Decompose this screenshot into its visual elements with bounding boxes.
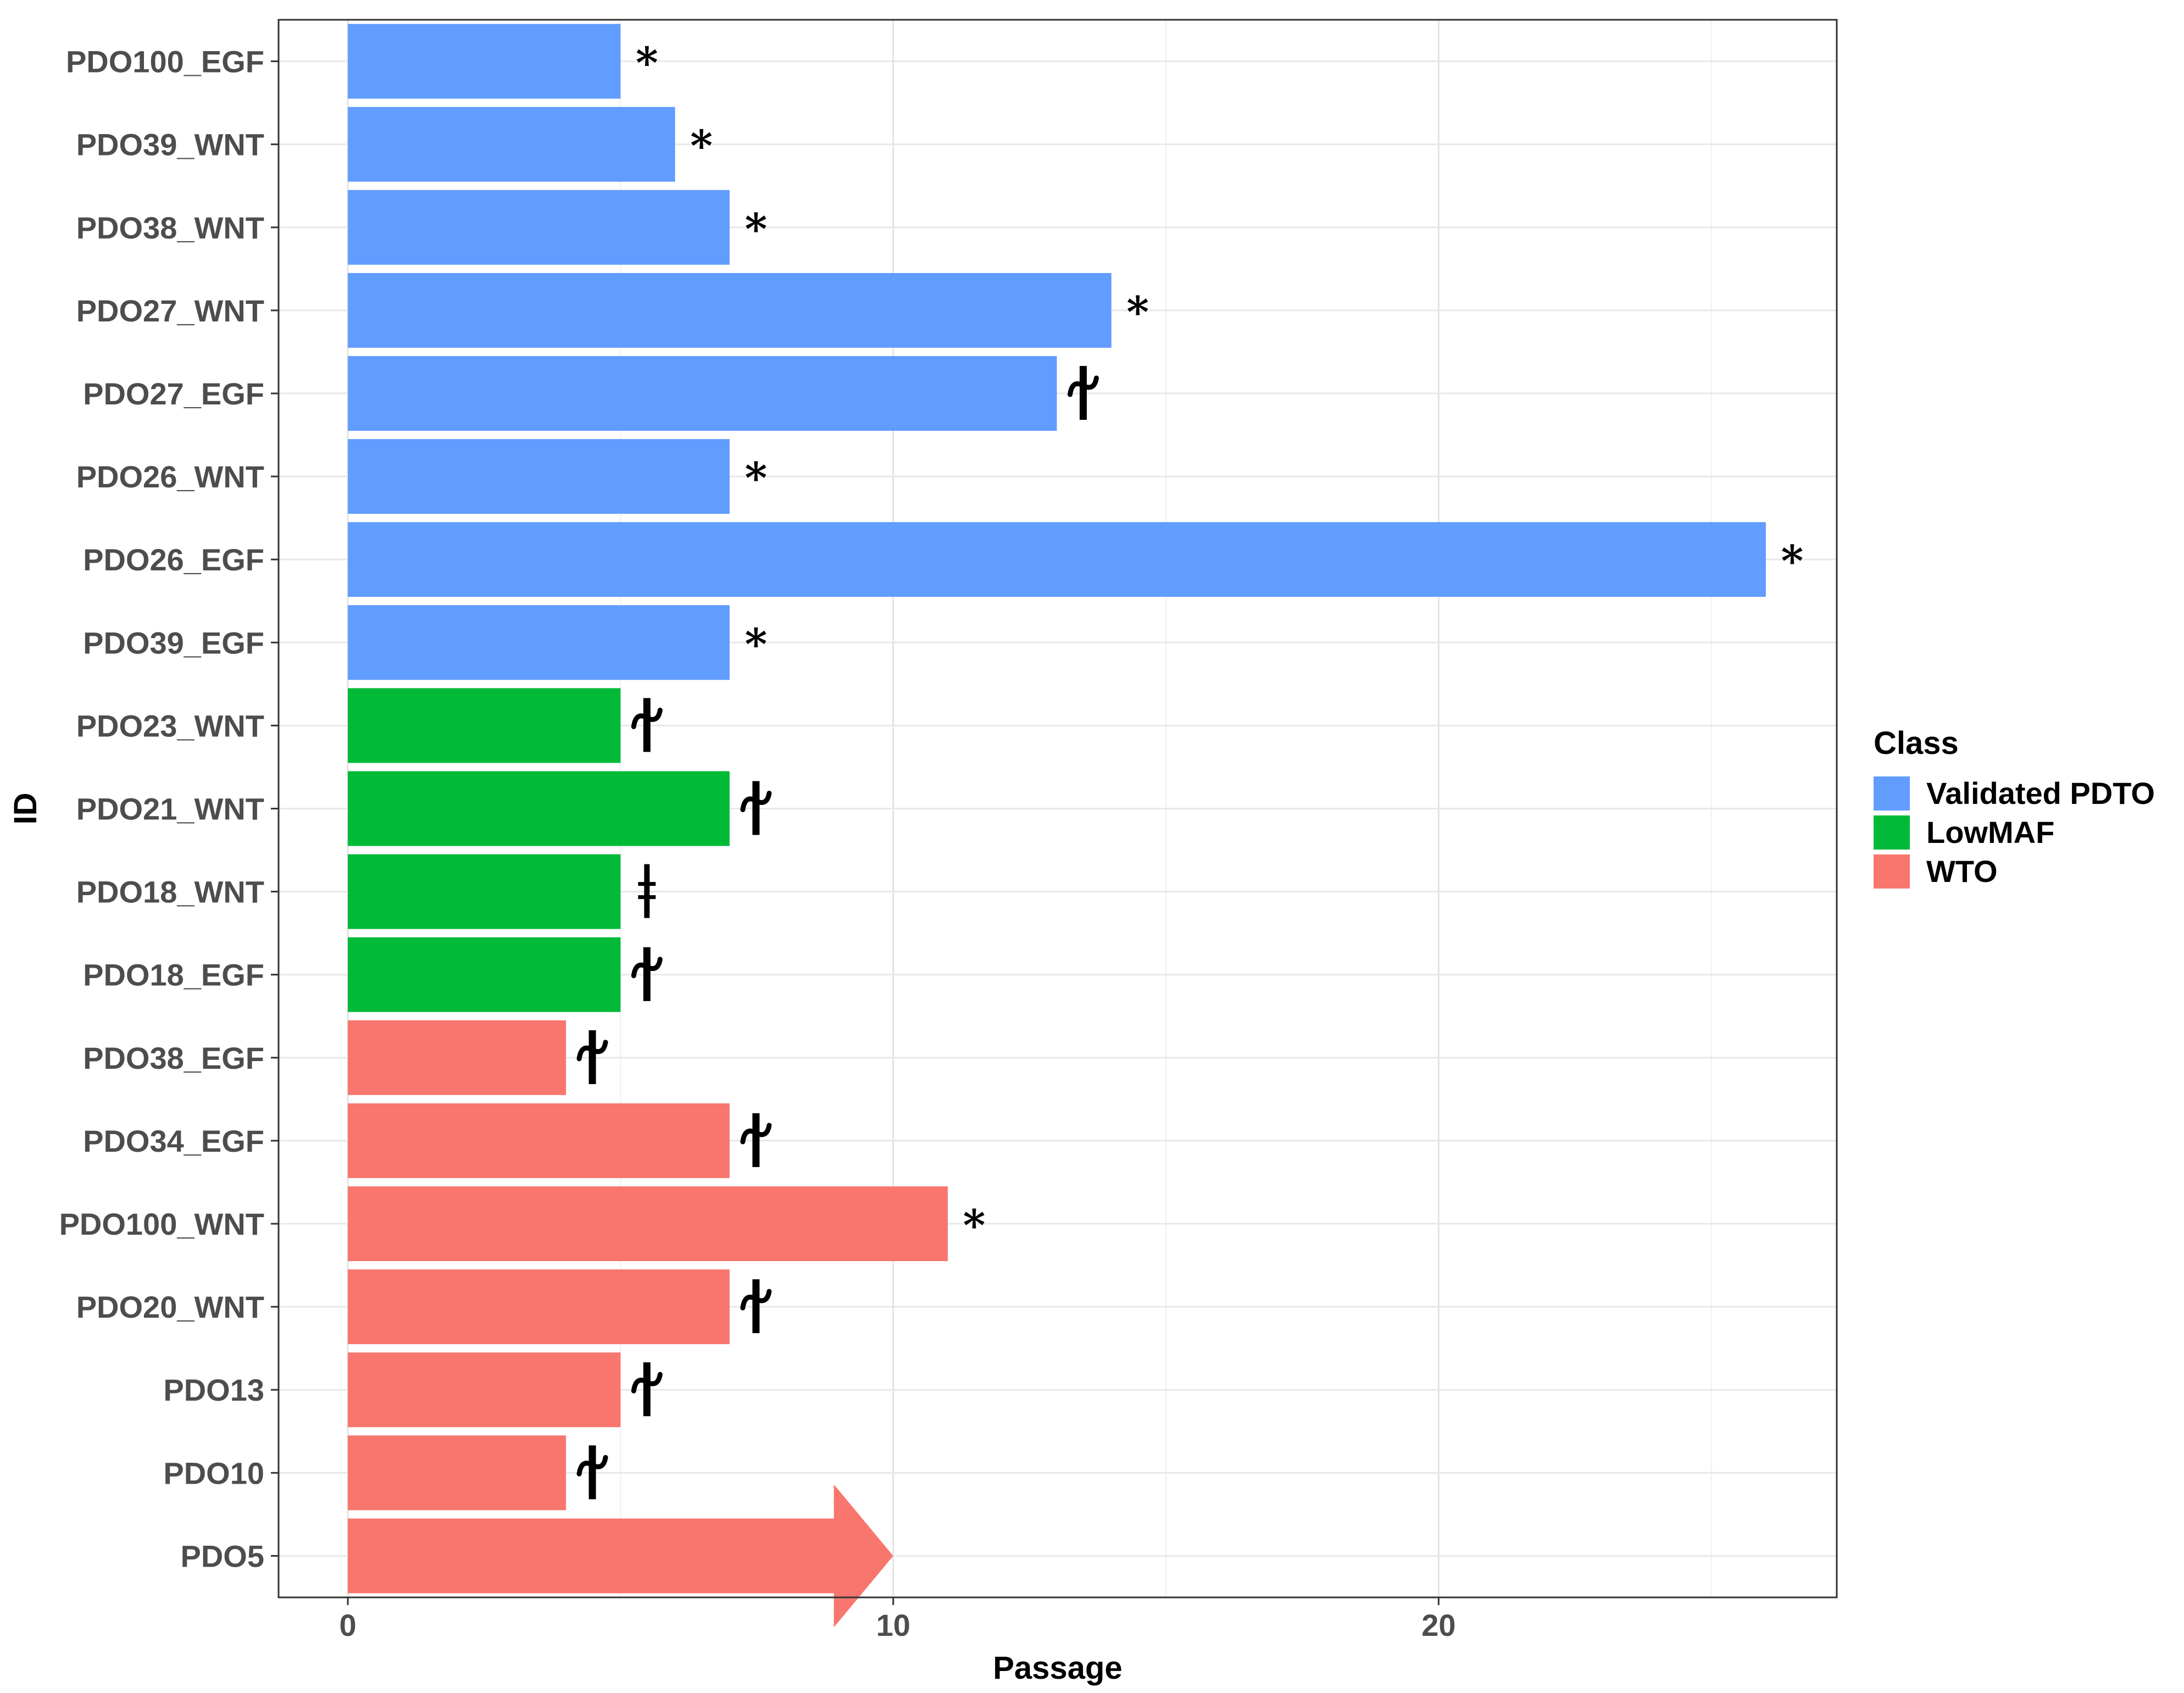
dagger-marker bbox=[576, 1445, 608, 1500]
asterisk-marker: * bbox=[690, 121, 713, 171]
bar-pdo39-wnt bbox=[348, 107, 675, 182]
y-tick-label: PDO34_EGF bbox=[83, 1124, 264, 1158]
dagger-marker bbox=[1068, 365, 1099, 420]
x-tick-label: 0 bbox=[339, 1608, 356, 1642]
x-axis: 0 10 20 bbox=[339, 1597, 1456, 1642]
legend-label: LowMAF bbox=[1926, 815, 2054, 850]
bar-pdo13 bbox=[348, 1352, 621, 1428]
bar-pdo100-egf bbox=[348, 24, 621, 99]
bars bbox=[348, 24, 1766, 1628]
asterisk-marker: * bbox=[1781, 536, 1804, 586]
x-axis-title: Passage bbox=[993, 1650, 1122, 1686]
y-tick-label: PDO38_WNT bbox=[76, 210, 264, 245]
bar-pdo27-wnt bbox=[348, 273, 1112, 348]
y-tick-label: PDO26_EGF bbox=[83, 542, 264, 577]
y-tick-label: PDO38_EGF bbox=[83, 1041, 264, 1075]
legend-label: Validated PDTO bbox=[1926, 776, 2155, 811]
legend-swatch bbox=[1874, 854, 1910, 889]
legend-label: WTO bbox=[1926, 854, 1998, 889]
bar-pdo38-wnt bbox=[348, 190, 730, 265]
bar-pdo38-egf bbox=[348, 1020, 566, 1095]
y-tick-label: PDO39_WNT bbox=[76, 127, 264, 162]
bar-pdo18-egf bbox=[348, 937, 621, 1012]
bar-pdo26-wnt bbox=[348, 439, 730, 514]
dagger-marker bbox=[631, 1362, 663, 1417]
y-tick-label: PDO10 bbox=[163, 1456, 264, 1490]
bar-pdo100-wnt bbox=[348, 1186, 948, 1262]
bar-pdo34-egf bbox=[348, 1103, 730, 1178]
bar-pdo18-wnt bbox=[348, 854, 621, 929]
y-tick-label: PDO18_WNT bbox=[76, 875, 264, 909]
y-tick-label: PDO26_WNT bbox=[76, 459, 264, 494]
bar-pdo27-egf bbox=[348, 356, 1057, 431]
y-axis: PDO100_EGF PDO39_WNT PDO38_WNT PDO27_WNT PDO… bbox=[59, 45, 279, 1573]
x-tick-label: 20 bbox=[1421, 1608, 1455, 1642]
asterisk-marker: * bbox=[745, 619, 768, 669]
y-tick-label: PDO27_WNT bbox=[76, 293, 264, 328]
dagger-marker bbox=[740, 1113, 772, 1167]
legend-title: Class bbox=[1874, 725, 1959, 761]
legend-swatch bbox=[1874, 776, 1910, 811]
double-dagger-marker bbox=[638, 864, 656, 918]
dagger-marker bbox=[740, 1279, 772, 1334]
asterisk-marker: * bbox=[745, 453, 768, 503]
asterisk-marker: * bbox=[1126, 287, 1149, 337]
dagger-marker bbox=[631, 698, 663, 752]
bar-pdo5-arrow bbox=[348, 1484, 893, 1628]
dagger-marker bbox=[631, 947, 663, 1001]
x-tick-label: 10 bbox=[876, 1608, 910, 1642]
bar-pdo26-egf bbox=[348, 522, 1766, 597]
legend: Class Validated PDTO LowMAF WTO bbox=[1874, 725, 2155, 889]
asterisk-marker: * bbox=[745, 204, 768, 254]
bar-markers: * * * * * * * * bbox=[576, 38, 1804, 1500]
bar-pdo10 bbox=[348, 1435, 566, 1511]
y-tick-label: PDO21_WNT bbox=[76, 792, 264, 826]
y-tick-label: PDO100_WNT bbox=[59, 1207, 264, 1241]
y-tick-label: PDO5 bbox=[181, 1539, 265, 1573]
y-tick-label: PDO23_WNT bbox=[76, 708, 264, 743]
dagger-marker bbox=[740, 781, 772, 835]
y-tick-label: PDO13 bbox=[163, 1373, 264, 1407]
y-tick-label: PDO39_EGF bbox=[83, 625, 264, 660]
dagger-marker bbox=[576, 1030, 608, 1084]
y-tick-label: PDO100_EGF bbox=[66, 45, 264, 79]
bar-pdo39-egf bbox=[348, 605, 730, 680]
asterisk-marker: * bbox=[636, 38, 658, 88]
y-tick-label: PDO20_WNT bbox=[76, 1290, 264, 1324]
y-tick-label: PDO27_EGF bbox=[83, 376, 264, 411]
bar-pdo23-wnt bbox=[348, 688, 621, 763]
legend-swatch bbox=[1874, 815, 1910, 850]
y-tick-label: PDO18_EGF bbox=[83, 958, 264, 992]
bar-pdo20-wnt bbox=[348, 1269, 730, 1345]
y-axis-title: ID bbox=[8, 793, 43, 825]
bar-pdo21-wnt bbox=[348, 771, 730, 846]
asterisk-marker: * bbox=[963, 1201, 986, 1251]
